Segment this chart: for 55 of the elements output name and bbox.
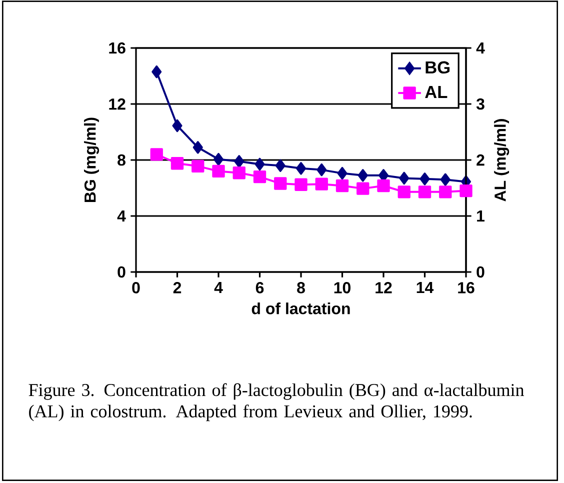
x-axis-title: d of lactation xyxy=(252,302,350,314)
point xyxy=(356,182,370,195)
point xyxy=(460,184,472,198)
y2-tick-label: 4 xyxy=(476,42,485,54)
point xyxy=(315,178,328,190)
point xyxy=(377,179,390,192)
point xyxy=(337,166,348,180)
point xyxy=(398,186,410,198)
point xyxy=(316,163,327,176)
point xyxy=(170,157,184,170)
x-tick-label: 10 xyxy=(334,282,350,294)
x-tick-label: 8 xyxy=(297,282,305,294)
y-tick-label: 0 xyxy=(118,266,126,278)
y-tick-label: 12 xyxy=(109,98,126,110)
legend-label: AL xyxy=(425,86,448,98)
legend-label: BG xyxy=(426,61,450,74)
point xyxy=(418,186,432,198)
point xyxy=(192,141,203,154)
y-axis-title: BG (mg/ml) xyxy=(84,118,100,202)
point xyxy=(296,162,306,175)
point xyxy=(399,172,410,185)
point xyxy=(234,155,244,168)
point xyxy=(439,186,452,198)
point xyxy=(254,158,265,171)
x-tick-label: 0 xyxy=(132,282,140,294)
point xyxy=(232,166,246,180)
point xyxy=(253,170,266,184)
x-tick-label: 4 xyxy=(214,282,223,294)
point xyxy=(358,169,368,182)
y2-axis-title: AL (mg/ml) xyxy=(494,119,510,202)
point xyxy=(275,159,286,172)
y2-tick-label: 3 xyxy=(476,98,484,110)
y-tick-label: 4 xyxy=(117,210,126,222)
y-tick-label: 8 xyxy=(118,154,126,166)
point xyxy=(294,178,308,191)
point xyxy=(212,164,225,178)
y2-tick-label: 0 xyxy=(476,266,484,278)
x-tick-label: 16 xyxy=(458,282,474,294)
point xyxy=(214,152,224,166)
x-tick-label: 6 xyxy=(256,282,264,294)
y2-tick-label: 2 xyxy=(476,154,484,166)
caption: Figure 3. Concentration of β-lactoglobulin (BG) and α-lactalbumin (AL) in colostrum. Adapted from Levieux and Ollier, 1999. xyxy=(28,383,524,422)
point xyxy=(172,119,182,132)
point xyxy=(152,65,162,78)
y2-tick-label: 1 xyxy=(477,210,484,222)
x-tick-label: 12 xyxy=(376,282,392,294)
point xyxy=(420,172,430,186)
x-tick-label: 2 xyxy=(173,282,182,294)
point xyxy=(192,160,204,172)
point xyxy=(440,173,450,186)
point xyxy=(274,177,287,190)
point xyxy=(150,148,163,161)
y-tick-label: 16 xyxy=(109,42,126,54)
x-tick-label: 14 xyxy=(416,282,434,294)
point xyxy=(336,179,349,192)
